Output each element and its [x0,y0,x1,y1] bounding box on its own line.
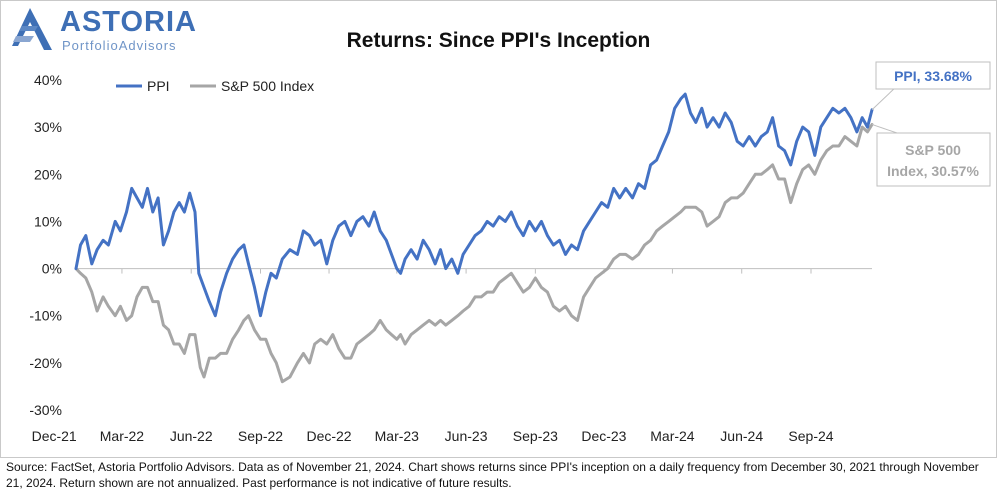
x-tick-label: Sep-23 [513,428,558,444]
ppi-callout-label: PPI, 33.68% [894,68,972,84]
series-line-ppi [74,92,874,318]
sp500-callout-box [876,132,991,187]
y-tick-label: 0% [42,261,62,277]
line-chart: -30% -20% -10% 0% 10% 20% 30% 40% Dec-21 Mar-22 Ju… [29,61,991,444]
x-tick-label: Mar-23 [375,428,420,444]
astoria-logo-mark-icon [12,8,52,50]
series-line-sp500 [74,123,874,384]
y-tick-label: 10% [34,213,62,229]
legend-label-ppi: PPI [147,78,170,94]
x-tick-label: Jun-22 [170,428,213,444]
sp500-callout-leader [871,123,898,134]
chart-frame [0,0,997,458]
brand-subtitle: PortfolioAdvisors [62,38,177,53]
astoria-logo: ASTORIA PortfolioAdvisors [8,6,198,54]
y-tick-label: 20% [34,166,62,182]
y-tick-label: -10% [29,308,62,324]
y-tick-label: 30% [34,119,62,135]
y-tick-label: 40% [34,72,62,88]
x-tick-label: Dec-22 [306,428,351,444]
y-tick-label: -20% [29,355,62,371]
ppi-callout-leader [871,85,898,111]
x-tick-label: Jun-24 [720,428,763,444]
footer-source-note: Source: FactSet, Astoria Portfolio Advis… [6,460,979,490]
ppi-callout-box [875,61,991,90]
sp500-callout-label: S&P 500 Index, 30.57% [887,142,979,179]
x-tick-label: Mar-24 [650,428,695,444]
y-tick-label: -30% [29,402,62,418]
legend-label-sp500: S&P 500 Index [221,78,314,94]
x-tick-label: Dec-23 [581,428,626,444]
x-tick-label: Sep-22 [238,428,283,444]
x-tick-label: Mar-22 [100,428,145,444]
x-tick-label: Dec-21 [32,428,77,444]
chart-title: Returns: Since PPI's Inception [346,29,651,52]
x-tick-label: Sep-24 [788,428,833,444]
x-tick-label: Jun-23 [445,428,488,444]
brand-name: ASTORIA [60,6,197,38]
